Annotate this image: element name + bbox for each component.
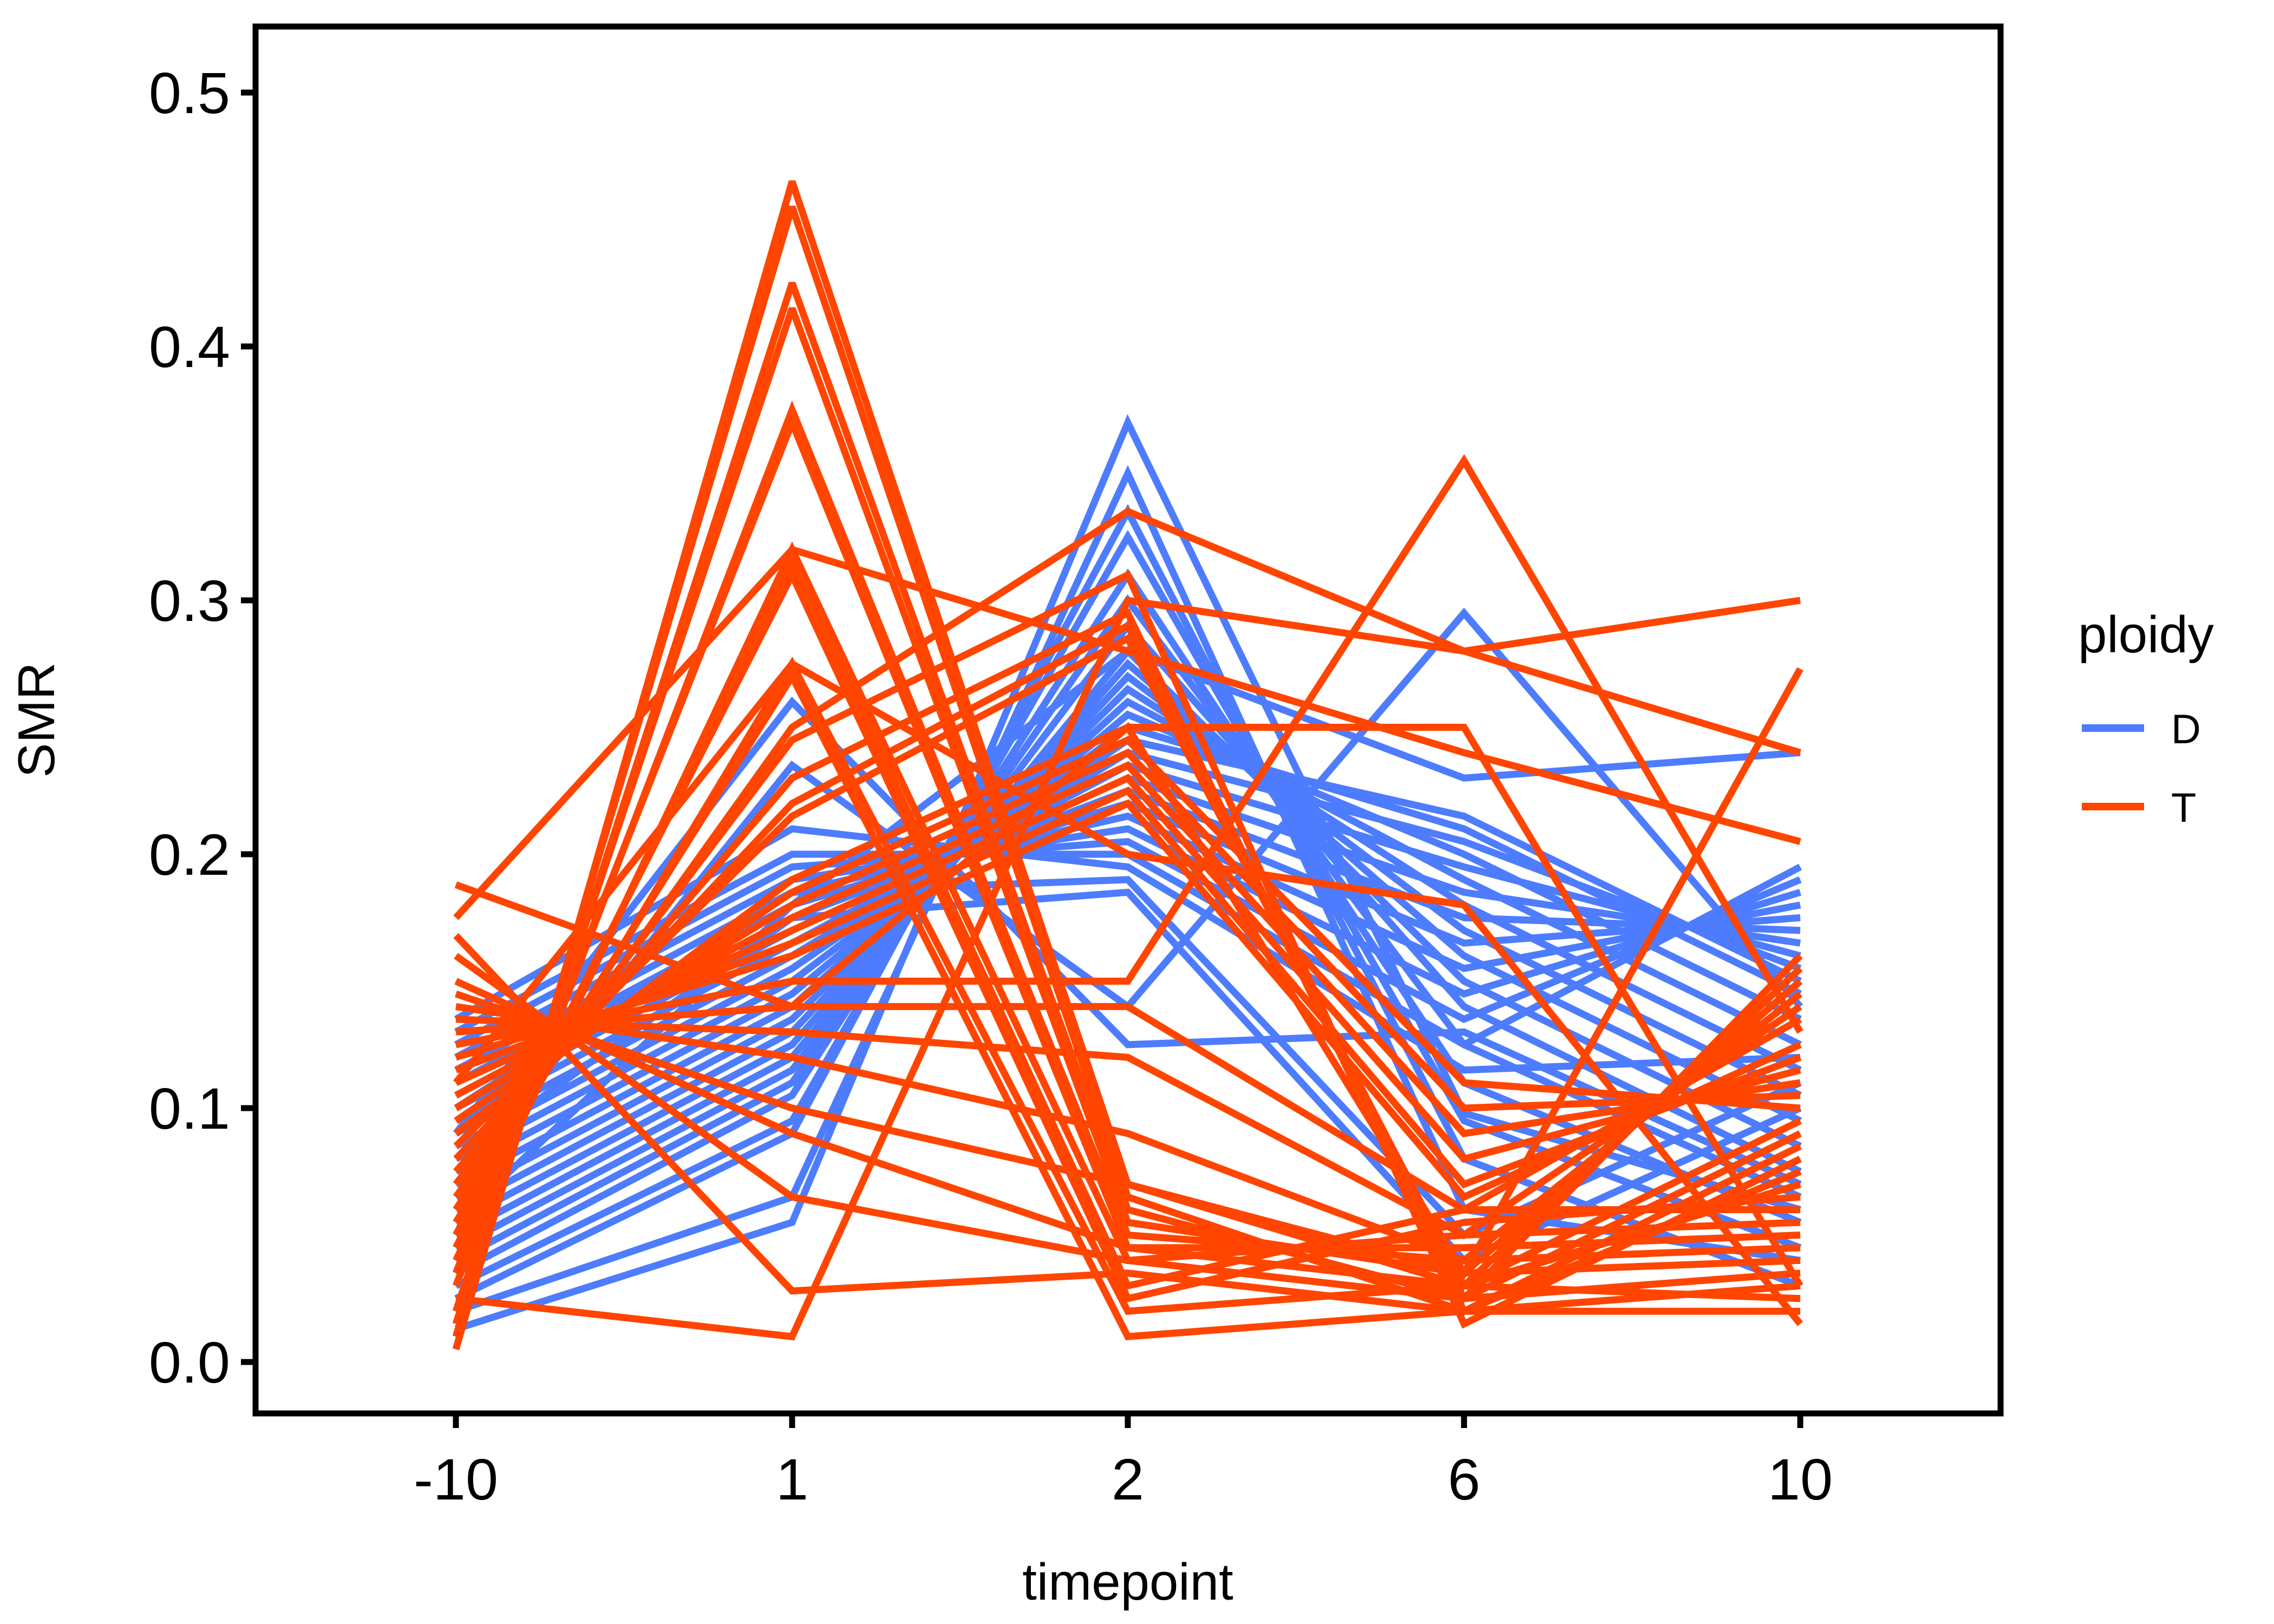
series-line-t-62 <box>454 667 1803 1280</box>
legend-title: ploidy <box>2078 606 2214 664</box>
y-tick-label: 0.1 <box>149 1076 230 1141</box>
series-line-d-20 <box>454 812 1801 1073</box>
series-line-t-55 <box>455 1004 1802 1240</box>
series-line-t-43 <box>453 608 1802 1316</box>
legend-label-t: T <box>2171 785 2196 831</box>
x-tick-label: 10 <box>1768 1446 1833 1512</box>
series-line-t-40 <box>453 669 1802 1340</box>
series-line-t-54 <box>455 1003 1802 1214</box>
series-line-d-8 <box>454 659 1802 1226</box>
x-axis-title: timepoint <box>1022 1553 1233 1611</box>
y-axis-title: SMR <box>8 662 66 777</box>
series-line-t-64 <box>453 659 1803 1326</box>
x-tick-label: 6 <box>1448 1446 1480 1512</box>
series-line-t-51 <box>454 786 1802 1189</box>
legend: ploidy D T <box>2078 606 2214 831</box>
legend-label-d: D <box>2171 706 2201 752</box>
series-line-d-21 <box>454 825 1801 1060</box>
x-tick-label: -10 <box>414 1446 498 1512</box>
x-tick-label: 1 <box>776 1446 808 1512</box>
series-line-t-32 <box>452 281 1801 1325</box>
series-line-t-48 <box>454 748 1801 1112</box>
series-line-t-38 <box>453 567 1801 1303</box>
series-line-t-49 <box>454 761 1801 1137</box>
y-tick-label: 0.2 <box>149 822 230 887</box>
series-line-t-60 <box>453 933 1800 1315</box>
y-tick-label: 0.4 <box>149 314 230 379</box>
series-line-t-45 <box>453 633 1802 1291</box>
series-line-t-42 <box>453 570 1802 1329</box>
series-line-t-63 <box>453 545 1801 920</box>
series-line-t-59 <box>454 953 1803 1302</box>
y-tick-label: 0.0 <box>149 1330 230 1395</box>
series-line-d-1 <box>454 464 1801 1315</box>
y-tick-label: 0.5 <box>149 60 230 126</box>
y-axis: 0.0 0.1 0.2 0.3 0.4 0.5 <box>149 60 256 1395</box>
series-layer <box>452 180 1803 1351</box>
y-tick-label: 0.3 <box>149 568 230 633</box>
series-line-t-53 <box>455 454 1803 1049</box>
series-line-t-50 <box>454 774 1801 1163</box>
series-line-t-31 <box>452 205 1801 1338</box>
series-line-t-61 <box>455 596 1801 1341</box>
x-axis: -10 1 2 6 10 <box>414 1413 1833 1512</box>
x-tick-label: 2 <box>1112 1446 1144 1512</box>
